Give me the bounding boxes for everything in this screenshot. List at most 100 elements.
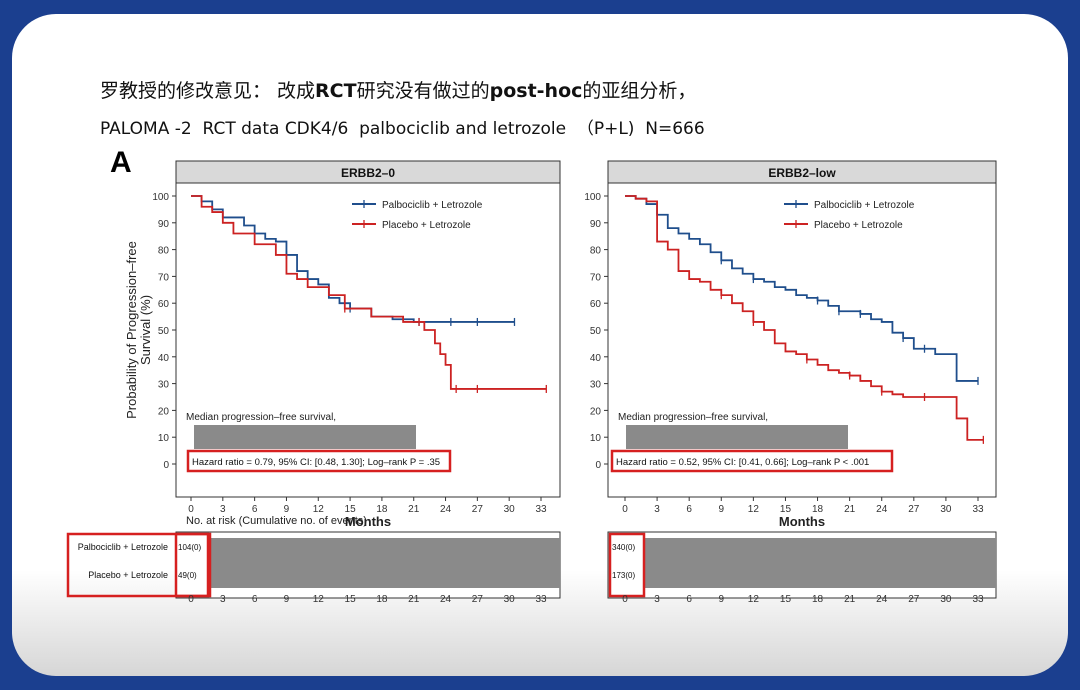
median-label: Median progression–free survival, <box>618 412 768 423</box>
risk-x-tick-label: 3 <box>654 594 660 605</box>
x-tick-label: 27 <box>472 504 484 515</box>
panel-title: ERBB2–0 <box>341 166 395 180</box>
x-tick-label: 9 <box>718 504 724 515</box>
x-tick-label: 18 <box>812 504 824 515</box>
risk-x-tick-label: 15 <box>780 594 792 605</box>
y-tick-label: 10 <box>590 433 602 444</box>
x-tick-label: 12 <box>748 504 760 515</box>
risk-x-tick-label: 21 <box>844 594 856 605</box>
hazard-highlight-box <box>610 449 894 473</box>
x-tick-label: 21 <box>844 504 856 515</box>
panel-strip <box>607 160 997 184</box>
risk-x-tick-label: 9 <box>718 594 724 605</box>
risk-redacted-block <box>211 538 560 588</box>
risk-x-tick-label: 15 <box>345 594 357 605</box>
risk-x-tick-label: 12 <box>748 594 760 605</box>
x-axis-label: Months <box>345 514 391 529</box>
redacted-block <box>626 425 848 449</box>
y-tick-label: 30 <box>158 380 170 391</box>
title-prefix: 罗教授的修改意见： 改成 <box>100 80 316 102</box>
y-tick-label: 10 <box>158 433 170 444</box>
x-tick-label: 27 <box>908 504 920 515</box>
y-axis-label-line: Survival (%) <box>138 295 153 365</box>
risk-x-tick-label: 6 <box>252 594 258 605</box>
x-tick-label: 3 <box>220 504 226 515</box>
risk-x-tick-label: 27 <box>908 594 920 605</box>
y-tick-label: 50 <box>590 326 602 337</box>
x-tick-label: 0 <box>622 504 628 515</box>
slide: 罗教授的修改意见： 改成RCT研究没有做过的post-hoc的亚组分析， PAL… <box>12 14 1068 676</box>
x-tick-label: 18 <box>376 504 388 515</box>
risk-x-tick-label: 24 <box>876 594 888 605</box>
risk-row-value: 104(0) <box>178 543 201 552</box>
x-axis-label: Months <box>779 514 825 529</box>
risk-x-tick-label: 21 <box>408 594 420 605</box>
y-axis-label: Probability of Progression–freeSurvival … <box>124 241 153 419</box>
y-tick-label: 80 <box>590 246 602 257</box>
title-bold-posthoc: post-hoc <box>489 80 583 102</box>
panel-strip <box>175 160 561 184</box>
y-tick-label: 20 <box>590 406 602 417</box>
risk-row-value: 173(0) <box>612 571 635 580</box>
risk-x-tick-label: 12 <box>313 594 325 605</box>
slide-subtitle: PALOMA -2 RCT data CDK4/6 palbociclib an… <box>100 119 705 139</box>
risk-x-tick-label: 9 <box>284 594 290 605</box>
km-curve-placebo <box>191 195 547 390</box>
y-tick-label: 40 <box>590 353 602 364</box>
hazard-text: Hazard ratio = 0.52, 95% CI: [0.41, 0.66… <box>616 457 869 468</box>
risk-x-tick-label: 33 <box>972 594 984 605</box>
risk-x-tick-label: 6 <box>686 594 692 605</box>
x-tick-label: 33 <box>972 504 984 515</box>
y-tick-label: 70 <box>590 272 602 283</box>
y-tick-label: 0 <box>595 460 601 471</box>
legend-label: Palbociclib + Letrozole <box>814 200 915 211</box>
risk-row-label: Palbociclib + Letrozole <box>78 542 168 552</box>
slide-title: 罗教授的修改意见： 改成RCT研究没有做过的post-hoc的亚组分析， <box>100 76 696 103</box>
risk-label-highlight <box>66 532 210 598</box>
y-tick-label: 40 <box>158 353 170 364</box>
legend-label: Placebo + Letrozole <box>814 220 903 231</box>
y-tick-label: 0 <box>163 460 169 471</box>
y-tick-label: 100 <box>584 192 601 203</box>
risk-row-label: Placebo + Letrozole <box>88 570 168 580</box>
y-tick-label: 70 <box>158 272 170 283</box>
y-tick-label: 60 <box>590 299 602 310</box>
x-tick-label: 12 <box>313 504 325 515</box>
risk-table-title: No. at risk (Cumulative no. of events) <box>186 515 367 527</box>
y-tick-label: 90 <box>590 219 602 230</box>
risk-x-tick-label: 30 <box>504 594 516 605</box>
km-curve-placebo <box>625 195 984 441</box>
x-tick-label: 6 <box>686 504 692 515</box>
x-tick-label: 15 <box>780 504 792 515</box>
y-tick-label: 90 <box>158 219 170 230</box>
y-tick-label: 60 <box>158 299 170 310</box>
x-tick-label: 24 <box>440 504 452 515</box>
risk-row-value: 49(0) <box>178 571 197 580</box>
title-middle: 研究没有做过的 <box>356 80 490 102</box>
legend-label: Palbociclib + Letrozole <box>382 200 483 211</box>
risk-x-tick-label: 24 <box>440 594 452 605</box>
hazard-highlight-box <box>186 449 452 473</box>
y-tick-label: 30 <box>590 380 602 391</box>
panel-letter: A <box>110 146 132 179</box>
risk-x-tick-label: 27 <box>472 594 484 605</box>
x-tick-label: 3 <box>654 504 660 515</box>
x-tick-label: 0 <box>188 504 194 515</box>
risk-x-tick-label: 30 <box>940 594 952 605</box>
risk-x-tick-label: 0 <box>622 594 628 605</box>
median-label: Median progression–free survival, <box>186 412 336 423</box>
x-tick-label: 9 <box>284 504 290 515</box>
panel-title: ERBB2–low <box>768 166 836 180</box>
risk-x-tick-label: 33 <box>535 594 547 605</box>
y-tick-label: 20 <box>158 406 170 417</box>
x-tick-label: 33 <box>535 504 547 515</box>
x-tick-label: 21 <box>408 504 420 515</box>
y-axis-label-line: Probability of Progression–free <box>124 241 139 419</box>
risk-x-tick-label: 3 <box>220 594 226 605</box>
x-tick-label: 24 <box>876 504 888 515</box>
x-tick-label: 6 <box>252 504 258 515</box>
legend-label: Placebo + Letrozole <box>382 220 471 231</box>
